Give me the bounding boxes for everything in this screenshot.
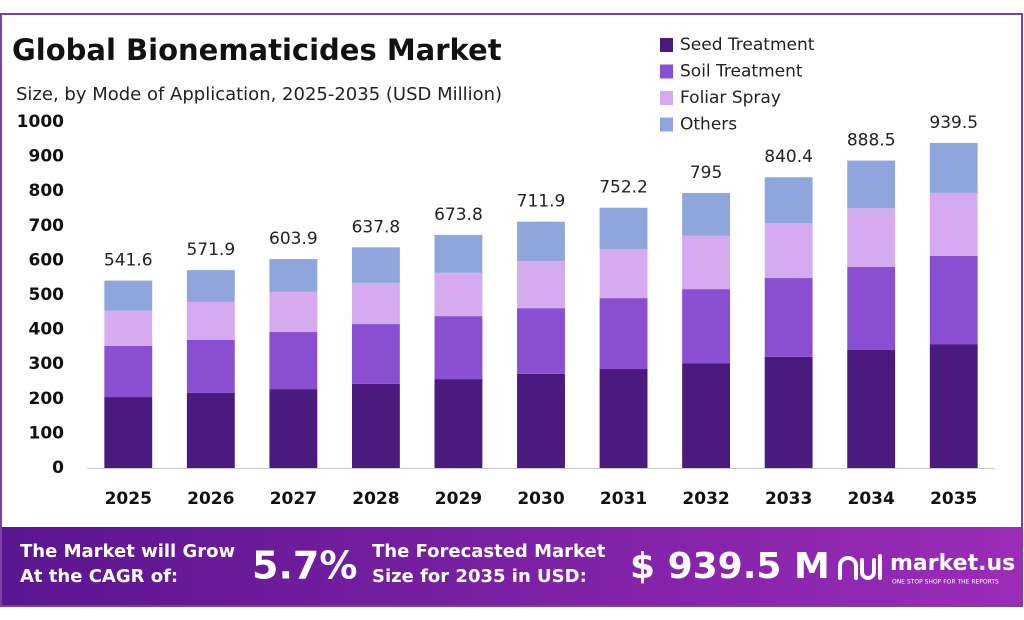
- cagr-text: The Market will Grow: [20, 541, 235, 562]
- bar-segment: [764, 177, 813, 224]
- y-tick-label: 900: [29, 147, 65, 167]
- bar-segment: [186, 270, 235, 302]
- bar-segment: [104, 310, 153, 346]
- x-tick-label: 2025: [105, 489, 152, 509]
- chart-subtitle: Size, by Mode of Application, 2025-2035 …: [16, 84, 502, 105]
- bar-segment: [351, 282, 400, 325]
- brand: market.us: [890, 551, 1015, 576]
- y-tick-label: 600: [29, 250, 65, 270]
- bar-segment: [847, 350, 896, 468]
- forecast-text: Size for 2035 in USD:: [372, 566, 587, 587]
- x-tick-label: 2032: [682, 489, 729, 509]
- forecast-value: $ 939.5 M: [630, 546, 830, 587]
- bar-segment: [682, 289, 731, 364]
- x-tick-label: 2034: [848, 489, 895, 509]
- y-tick-label: 800: [29, 181, 65, 201]
- chart-title: Global Bionematicides Market: [12, 33, 502, 67]
- bar-segment: [104, 397, 153, 468]
- bar-segment: [682, 192, 731, 236]
- total-label: 888.5: [847, 131, 896, 151]
- y-tick-label: 300: [29, 354, 65, 374]
- bar-segment: [434, 379, 483, 468]
- legend-swatch: [660, 117, 673, 132]
- x-tick-label: 2029: [435, 489, 482, 509]
- legend-label: Others: [680, 115, 737, 135]
- legend-label: Foliar Spray: [680, 88, 781, 108]
- tagline: ONE STOP SHOP FOR THE REPORTS: [892, 579, 999, 586]
- total-label: 541.6: [104, 251, 153, 271]
- bar-segment: [104, 345, 153, 398]
- y-tick-label: 200: [29, 389, 65, 409]
- legend-swatch: [660, 38, 673, 52]
- brand-logo: [838, 554, 882, 580]
- bar-segment: [599, 207, 648, 249]
- bar-segment: [764, 356, 813, 468]
- bar-segment: [929, 344, 978, 468]
- bar-segment: [351, 324, 400, 384]
- y-tick-label: 500: [29, 285, 65, 305]
- bar-segment: [434, 316, 483, 380]
- x-tick-label: 2030: [517, 489, 564, 509]
- bar-segment: [517, 221, 565, 262]
- total-label: 571.9: [186, 240, 235, 260]
- y-tick-label: 400: [29, 320, 65, 340]
- legend-label: Seed Treatment: [680, 35, 815, 55]
- bar-segment: [269, 332, 318, 390]
- y-tick-label: 100: [29, 423, 65, 443]
- bar-segment: [269, 389, 318, 468]
- legend-swatch: [660, 64, 673, 79]
- y-tick-label: 700: [29, 216, 65, 236]
- bar-segment: [764, 278, 813, 357]
- bar-segment: [351, 383, 400, 468]
- bar-segment: [847, 208, 896, 267]
- cagr-value: 5.7%: [252, 544, 357, 588]
- total-label: 711.9: [517, 192, 566, 212]
- bar-segment: [351, 247, 400, 283]
- y-tick-label: 0: [52, 458, 64, 478]
- total-label: 840.4: [764, 147, 813, 167]
- bar-segment: [517, 308, 565, 374]
- x-tick-label: 2027: [270, 489, 317, 509]
- bar-segment: [186, 301, 235, 340]
- total-label: 752.2: [599, 178, 648, 198]
- footer-band: [2, 527, 1021, 605]
- bar-segment: [929, 192, 978, 256]
- bar-segment: [269, 259, 318, 292]
- x-tick-label: 2031: [600, 489, 647, 509]
- total-label: 795: [690, 163, 722, 183]
- bar-segment: [186, 339, 235, 393]
- bar-segment: [517, 373, 565, 468]
- bar-segment: [682, 235, 731, 290]
- bar-segment: [929, 255, 978, 345]
- y-tick-label: 1000: [17, 112, 64, 132]
- total-label: 603.9: [269, 229, 318, 249]
- total-label: 673.8: [434, 205, 483, 225]
- bar-segment: [599, 248, 648, 299]
- bar-segment: [847, 266, 896, 351]
- x-tick-label: 2035: [930, 489, 977, 509]
- bar-segment: [186, 392, 235, 468]
- bar-segment: [269, 291, 318, 333]
- cagr-text: At the CAGR of:: [20, 566, 178, 587]
- x-tick-label: 2033: [765, 489, 812, 509]
- x-tick-label: 2028: [352, 489, 399, 509]
- x-tick-label: 2026: [187, 489, 234, 509]
- bar-segment: [599, 298, 648, 370]
- legend-swatch: [660, 91, 673, 105]
- bar-segment: [847, 160, 896, 209]
- forecast-text: The Forecasted Market: [372, 541, 606, 562]
- bar-segment: [764, 223, 813, 279]
- bar-segment: [599, 369, 648, 468]
- bar-segment: [517, 261, 565, 309]
- total-label: 637.8: [352, 217, 401, 237]
- bar-segment: [929, 142, 978, 193]
- total-label: 939.5: [929, 113, 978, 133]
- bar-segment: [682, 363, 731, 468]
- bar-segment: [434, 234, 483, 273]
- bar-segment: [434, 272, 483, 317]
- legend-label: Soil Treatment: [680, 62, 803, 82]
- bar-segment: [104, 280, 153, 311]
